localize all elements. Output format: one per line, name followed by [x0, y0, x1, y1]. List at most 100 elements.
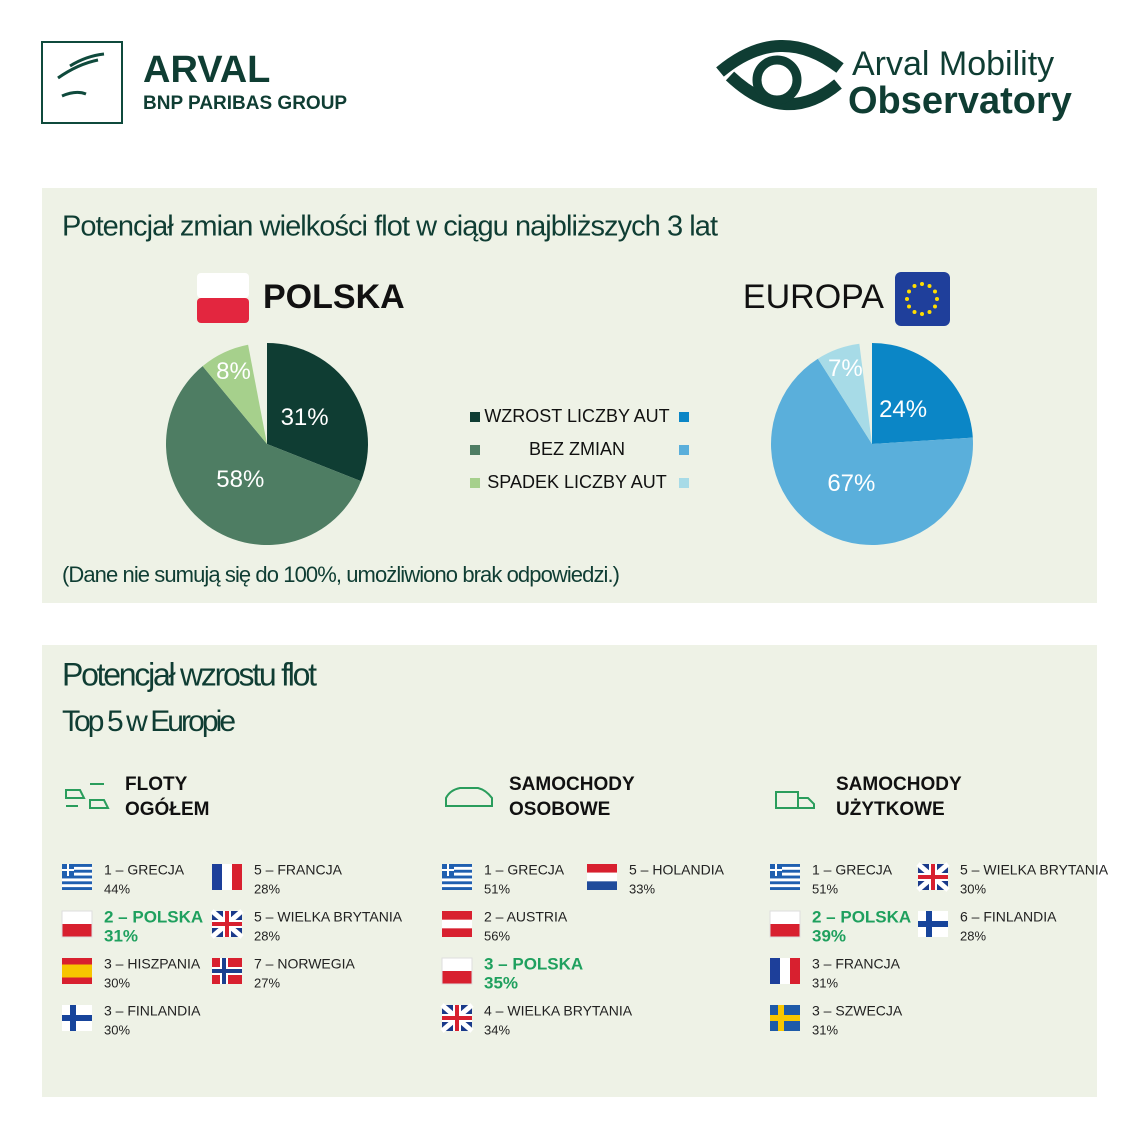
item-label: 5 – FRANCJA — [254, 862, 343, 878]
item-label: 1 – GRECJA — [104, 862, 185, 878]
legend-label: SPADEK LICZBY AUT — [487, 472, 666, 492]
group-title: UŻYTKOWE — [836, 799, 945, 820]
item-value: 30% — [104, 1022, 130, 1037]
section1-note: (Dane nie sumują się do 100%, umożliwion… — [62, 562, 620, 587]
item-label: 3 – FRANCJA — [812, 956, 901, 972]
group-title: OSOBOWE — [509, 799, 610, 820]
item-value: 51% — [484, 881, 510, 896]
pie-slice — [165, 366, 361, 545]
flag-part — [778, 1005, 784, 1031]
item-value: 27% — [254, 975, 280, 990]
flag-gb — [916, 862, 950, 892]
flag-part — [442, 958, 472, 971]
item-value: 31% — [812, 1022, 838, 1037]
flag-pl — [197, 298, 249, 323]
flag-border — [441, 957, 473, 985]
flag-part — [770, 878, 800, 882]
section2-subtitle: Top 5 w Europie — [62, 705, 236, 738]
flag-gb — [440, 1003, 474, 1033]
item-label: 3 – POLSKA — [484, 954, 583, 973]
legend-swatch — [470, 478, 480, 488]
flag-eu — [895, 272, 950, 326]
flag-part — [447, 864, 449, 876]
flag-part — [775, 864, 777, 876]
item-value: 51% — [812, 881, 838, 896]
flag-part — [62, 878, 92, 882]
flag-part — [790, 958, 800, 984]
flag-gr — [770, 864, 800, 890]
item-label: 7 – NORWEGIA — [254, 956, 356, 972]
flag-part — [62, 872, 92, 876]
legend-swatch — [470, 445, 480, 455]
item-label: 5 – WIELKA BRYTANIA — [254, 909, 403, 925]
pie-slice — [817, 343, 872, 444]
flag-part — [442, 872, 472, 876]
flag-part — [770, 911, 800, 924]
item-label: 2 – AUSTRIA — [484, 909, 568, 925]
flag-se — [770, 1005, 800, 1031]
flag-border — [61, 910, 93, 938]
slice-label: 58% — [216, 466, 264, 493]
flag-part — [770, 924, 800, 937]
flag-pl — [197, 273, 249, 298]
series-name: EUROPA — [743, 278, 884, 316]
flag-part — [62, 964, 92, 978]
logo-icon — [57, 52, 105, 98]
pie-slice — [267, 343, 368, 482]
slice-label: 67% — [827, 470, 875, 497]
eu-star — [912, 284, 917, 289]
slice-label: 8% — [216, 358, 251, 385]
flag-part — [62, 866, 92, 870]
flag-gr — [62, 864, 92, 890]
item-value: 33% — [629, 881, 655, 896]
flag-part — [587, 864, 617, 873]
group-icon — [65, 783, 110, 809]
flag-part — [770, 1015, 800, 1021]
item-value: 35% — [484, 973, 518, 992]
eu-star — [927, 284, 932, 289]
item-value: 34% — [484, 1022, 510, 1037]
item-label: 5 – WIELKA BRYTANIA — [960, 862, 1109, 878]
legend-swatch — [679, 412, 689, 422]
section1-title: Potencjał zmian wielkości flot w ciągu n… — [62, 211, 718, 243]
legend-swatch — [679, 478, 689, 488]
group-icon — [775, 791, 815, 809]
flag-part — [442, 971, 472, 984]
flag-part — [926, 911, 932, 937]
eye-icon — [716, 40, 844, 110]
flag-fr — [212, 864, 242, 890]
logo-title: ARVAL — [143, 49, 270, 91]
item-label: 5 – HOLANDIA — [629, 862, 725, 878]
flag-fi — [62, 1005, 92, 1031]
legend-label: WZROST LICZBY AUT — [484, 406, 669, 426]
flag-nl — [587, 864, 617, 890]
flag-part — [62, 1015, 92, 1021]
eu-star — [905, 297, 909, 301]
item-value: 31% — [104, 926, 138, 945]
flag-part — [587, 872, 617, 882]
flag-part — [770, 866, 800, 870]
legend-label: BEZ ZMIAN — [529, 439, 625, 459]
item-value: 28% — [254, 881, 280, 896]
slice-label: 31% — [281, 404, 329, 431]
eu-star — [927, 309, 932, 314]
item-label: 1 – GRECJA — [812, 862, 893, 878]
eu-star — [912, 309, 917, 314]
flag-part — [442, 919, 472, 929]
item-value: 44% — [104, 881, 130, 896]
logo-right-line1: Arval Mobility — [852, 45, 1054, 83]
flag-part — [225, 911, 229, 937]
pie-slice — [770, 358, 973, 545]
slice-label: 7% — [828, 355, 863, 382]
flag-part — [232, 864, 242, 890]
flag-part — [212, 864, 222, 890]
logo-subtitle: BNP PARIBAS GROUP — [143, 93, 347, 114]
item-label: 4 – WIELKA BRYTANIA — [484, 1003, 633, 1019]
item-label: 2 – POLSKA — [812, 907, 911, 926]
flag-part — [918, 921, 948, 927]
flag-pl — [441, 957, 473, 985]
group-title: SAMOCHODY — [836, 774, 962, 795]
flag-pl — [61, 910, 93, 938]
